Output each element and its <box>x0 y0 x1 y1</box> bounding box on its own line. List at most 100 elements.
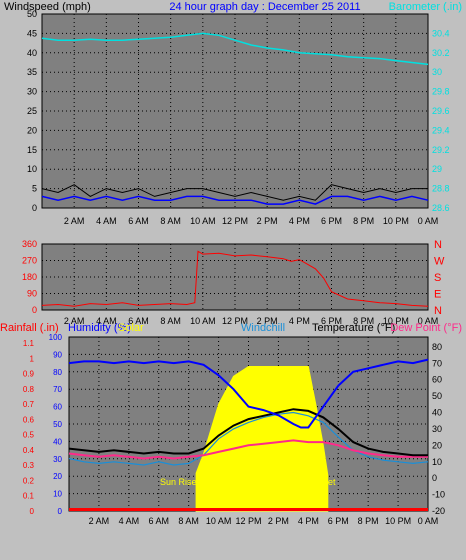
x-tick-label: 4 AM <box>119 516 140 526</box>
x-tick-label: 6 AM <box>148 516 169 526</box>
tick-label: 20 <box>432 440 442 450</box>
sunset-label: Set <box>322 477 336 487</box>
tick-label: 20 <box>27 125 37 135</box>
temperature-label: Temperature (°F) <box>312 322 395 334</box>
rainfall-axis: 0 0.1 0.2 0.3 0.4 0.5 0.6 0.7 0.8 0.9 1 1.1 <box>23 339 35 516</box>
tick-label: W <box>434 256 445 268</box>
tick-label: 270 <box>22 256 37 266</box>
x-tick-label: 4 PM <box>289 316 310 326</box>
top-right-axis: 28.6 28.8 29 29.2 29.4 29.6 29.8 30 30.2 30.4 <box>432 28 450 213</box>
x-tick-label: 8 AM <box>160 216 181 226</box>
tick-label: 10 <box>432 457 442 467</box>
tick-label: 0 <box>58 507 63 516</box>
tick-label: 29.2 <box>432 145 450 155</box>
tick-label: 29.4 <box>432 125 450 135</box>
dewpoint-line <box>68 439 428 460</box>
tick-label: 15 <box>27 145 37 155</box>
x-tick-label: 6 PM <box>321 216 342 226</box>
tick-label: 0.1 <box>23 492 35 501</box>
tick-label: 50 <box>432 391 442 401</box>
tick-label: 5 <box>32 184 37 194</box>
tick-label: 50 <box>27 9 37 19</box>
tick-label: 30.4 <box>432 28 450 38</box>
tick-label: 29.8 <box>432 87 450 97</box>
windspeed-avg-line <box>41 195 429 205</box>
x-tick-label: 0 AM <box>418 316 439 326</box>
x-tick-label: 12 PM <box>222 316 248 326</box>
tick-label: 80 <box>53 368 62 377</box>
tick-label: 60 <box>53 403 62 412</box>
x-tick-label: 8 PM <box>358 516 379 526</box>
direction-grid <box>42 244 428 310</box>
direction-x-axis: 2 AM 4 AM 6 AM 8 AM 10 AM 12 PM 2 PM 4 PM 6 PM 8 … <box>64 316 438 326</box>
tick-label: S <box>434 272 441 284</box>
tick-label: 0 <box>32 203 37 213</box>
x-tick-label: 12 PM <box>235 516 261 526</box>
x-tick-label: 10 AM <box>190 216 216 226</box>
dewpoint-label: Dew Point (°F) <box>390 322 462 334</box>
tick-label: 60 <box>432 375 442 385</box>
tick-label: 90 <box>27 289 37 299</box>
tick-label: 70 <box>432 358 442 368</box>
tick-label: 40 <box>432 408 442 418</box>
x-tick-label: 6 AM <box>128 216 149 226</box>
x-tick-label: 10 PM <box>385 516 411 526</box>
graph-title: 24 hour graph day : December 25 2011 <box>169 1 360 13</box>
tick-label: -20 <box>432 506 445 516</box>
tick-label: 20 <box>53 472 62 481</box>
tick-label: 1 <box>30 354 35 363</box>
x-tick-label: 2 AM <box>64 216 85 226</box>
tick-label: 30 <box>53 455 62 464</box>
tick-label: 0 <box>32 305 37 315</box>
tick-label: 28.6 <box>432 203 450 213</box>
barometer-label: Barometer (.in) <box>389 1 462 13</box>
top-left-axis: 0 5 10 15 20 25 30 35 40 45 50 <box>27 9 37 213</box>
tick-label: 40 <box>27 48 37 58</box>
x-tick-label: 10 AM <box>206 516 232 526</box>
x-tick-label: 4 PM <box>298 516 319 526</box>
x-tick-label: 2 AM <box>64 316 85 326</box>
tick-label: 10 <box>27 164 37 174</box>
temperature-axis: -20 -10 0 10 20 30 40 50 60 70 80 <box>432 342 445 516</box>
tick-label: 70 <box>53 385 62 394</box>
tick-label: 0.7 <box>23 400 35 409</box>
solar-area <box>195 366 329 512</box>
windspeed-gust-line <box>41 184 428 201</box>
barometer-line <box>41 32 429 66</box>
x-tick-label: 4 PM <box>289 216 310 226</box>
humidity-axis: 0 10 20 30 40 50 60 70 80 90 100 <box>49 333 63 516</box>
humidity-line <box>68 358 429 429</box>
x-tick-label: 2 PM <box>257 216 278 226</box>
tick-label: 30 <box>432 424 442 434</box>
tick-label: 30 <box>432 67 442 77</box>
x-tick-label: 10 PM <box>383 216 409 226</box>
top-series <box>41 32 429 205</box>
tick-label: N <box>434 239 442 251</box>
tick-label: 0.3 <box>23 461 35 470</box>
tick-label: 30 <box>27 87 37 97</box>
bottom-panel: 0 0.1 0.2 0.3 0.4 0.5 0.6 0.7 0.8 0.9 1 1.1 0 10 20 30… <box>23 333 445 526</box>
tick-label: 29.6 <box>432 106 450 116</box>
x-tick-label: 0 AM <box>418 516 439 526</box>
tick-label: 29 <box>432 164 442 174</box>
tick-label: 0.2 <box>23 476 35 485</box>
tick-label: -10 <box>432 490 445 500</box>
windchill-line <box>68 411 429 466</box>
tick-label: 40 <box>53 437 62 446</box>
tick-label: 0.9 <box>23 370 35 379</box>
tick-label: 25 <box>27 106 37 116</box>
bottom-series <box>68 358 429 512</box>
x-tick-label: 8 AM <box>160 316 181 326</box>
tick-label: 1.1 <box>23 339 35 348</box>
tick-label: 10 <box>53 490 62 499</box>
x-tick-label: 6 AM <box>128 316 149 326</box>
tick-label: 90 <box>53 350 62 359</box>
tick-label: 360 <box>22 239 37 249</box>
x-tick-label: 8 PM <box>353 316 374 326</box>
x-tick-label: 2 AM <box>89 516 110 526</box>
tick-label: 180 <box>22 272 37 282</box>
tick-label: 45 <box>27 28 37 38</box>
tick-label: E <box>434 289 441 301</box>
